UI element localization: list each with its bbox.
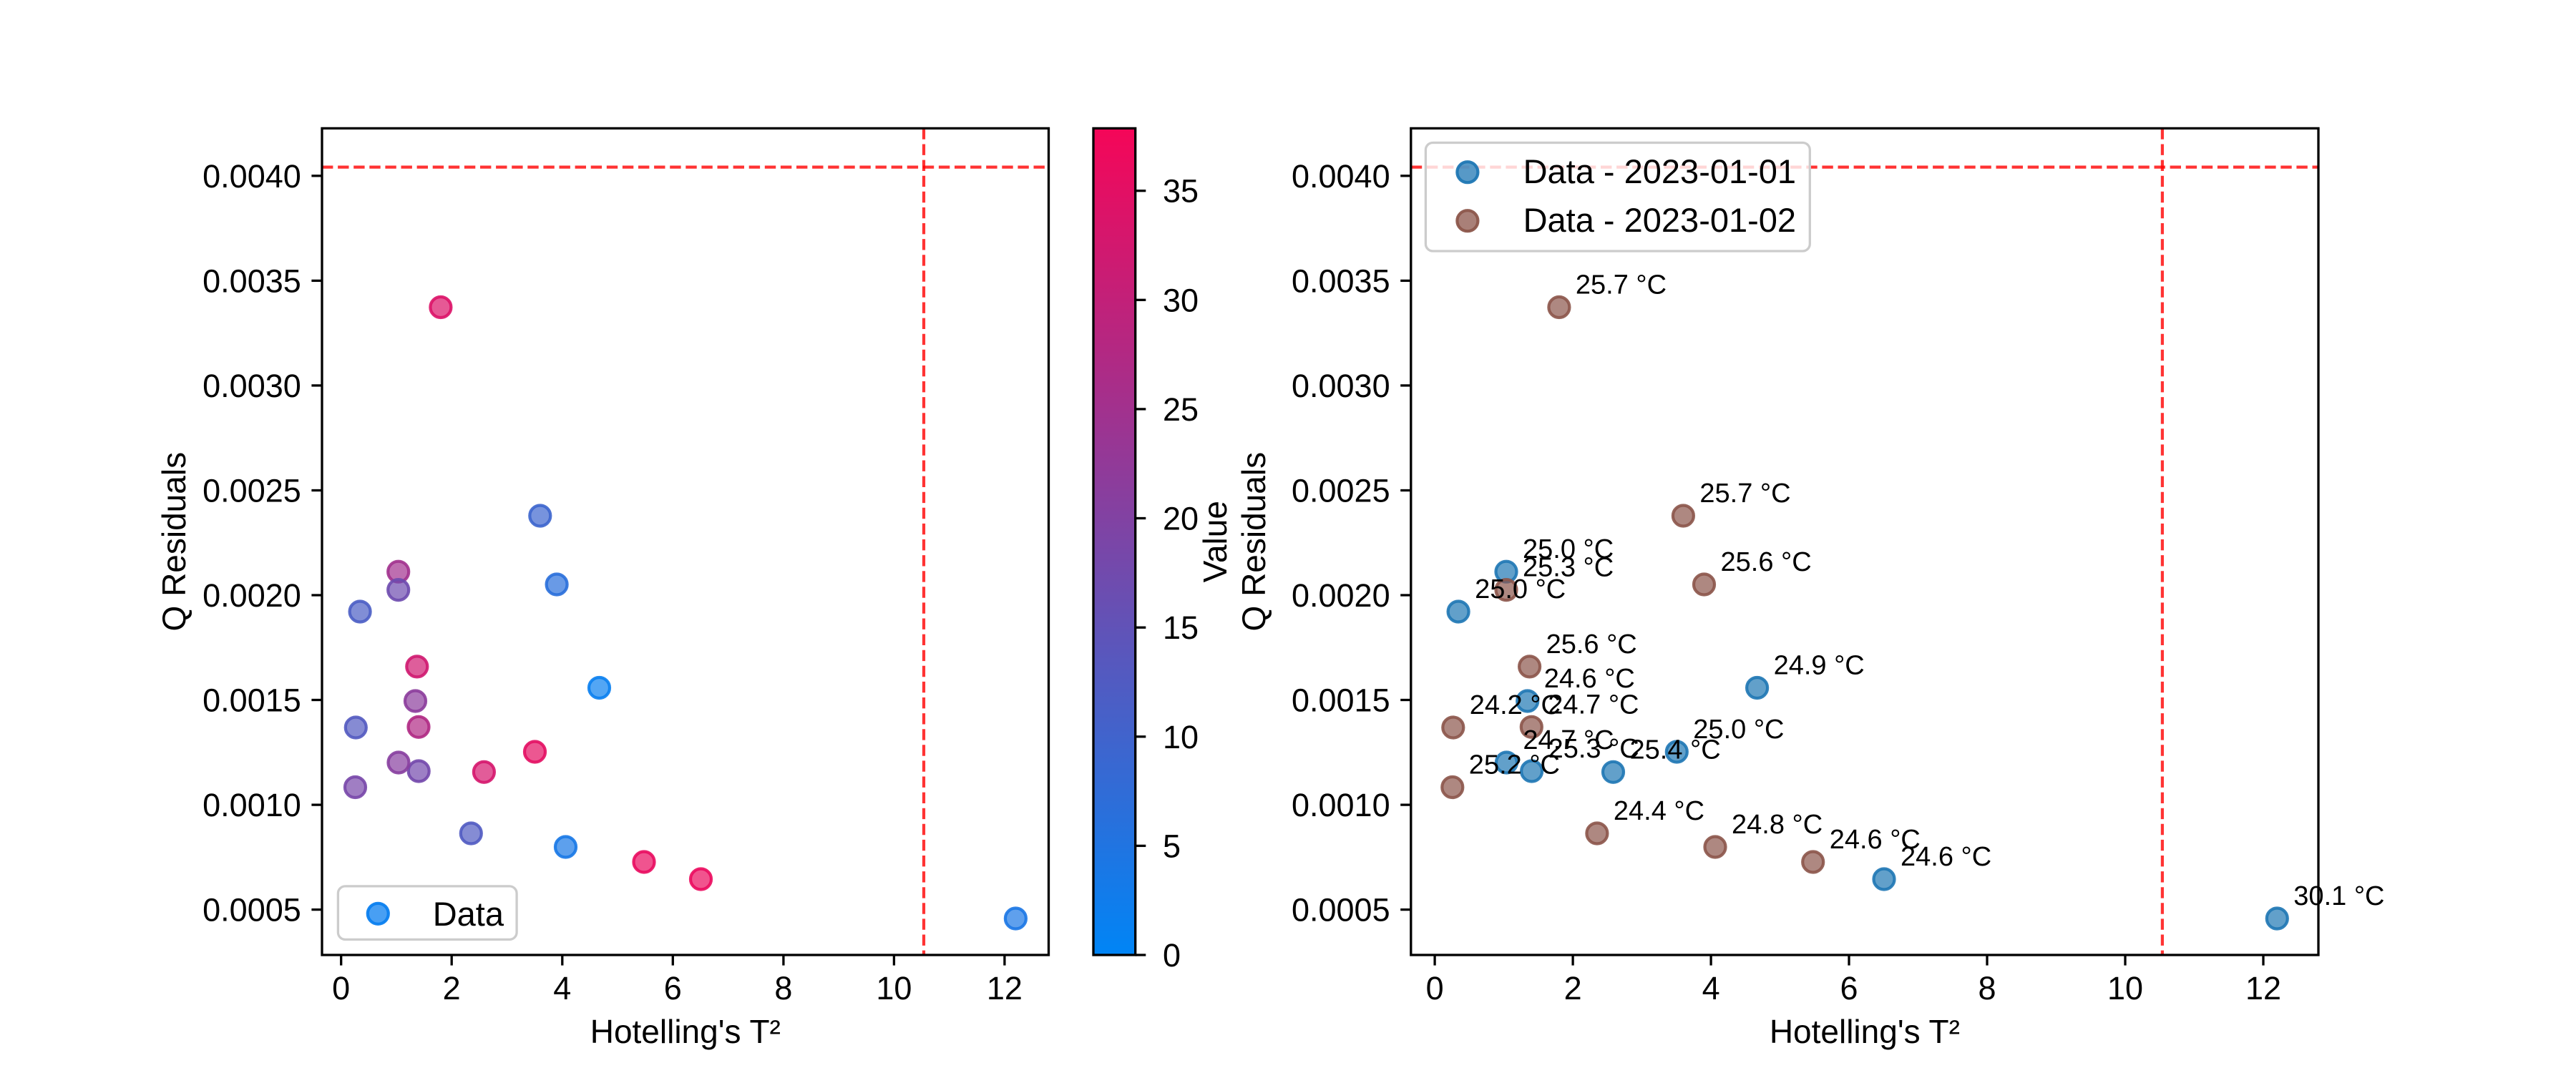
- svg-text:8: 8: [774, 970, 792, 1006]
- svg-text:24.2 °C: 24.2 °C: [1470, 690, 1561, 720]
- svg-text:24.7 °C: 24.7 °C: [1548, 690, 1639, 720]
- svg-text:24.6 °C: 24.6 °C: [1830, 825, 1921, 855]
- svg-text:25.3 °C: 25.3 °C: [1548, 734, 1639, 764]
- svg-text:0: 0: [1426, 970, 1444, 1006]
- svg-text:0: 0: [1163, 937, 1181, 974]
- svg-text:0: 0: [332, 970, 350, 1006]
- svg-text:2: 2: [443, 970, 461, 1006]
- svg-text:25.4 °C: 25.4 °C: [1630, 735, 1721, 765]
- svg-text:0.0020: 0.0020: [1292, 577, 1390, 614]
- svg-text:25.0 °C: 25.0 °C: [1523, 534, 1614, 564]
- svg-text:0.0020: 0.0020: [203, 577, 301, 614]
- svg-text:0.0040: 0.0040: [203, 158, 301, 195]
- svg-text:5: 5: [1163, 828, 1181, 864]
- svg-text:35: 35: [1163, 173, 1199, 210]
- svg-text:0.0040: 0.0040: [1292, 158, 1390, 195]
- svg-text:Q Residuals: Q Residuals: [1235, 452, 1272, 632]
- svg-text:30: 30: [1163, 282, 1199, 318]
- svg-text:Q Residuals: Q Residuals: [155, 452, 192, 632]
- svg-text:24.8 °C: 24.8 °C: [1732, 810, 1823, 840]
- svg-text:Data - 2023-01-01: Data - 2023-01-01: [1523, 152, 1796, 190]
- svg-text:24.9 °C: 24.9 °C: [1774, 651, 1865, 681]
- svg-text:0.0030: 0.0030: [1292, 368, 1390, 404]
- svg-text:30.1 °C: 30.1 °C: [2293, 881, 2384, 911]
- svg-text:25.2 °C: 25.2 °C: [1469, 750, 1560, 780]
- svg-text:25.6 °C: 25.6 °C: [1721, 547, 1812, 577]
- svg-text:2: 2: [1564, 970, 1582, 1006]
- svg-text:4: 4: [1702, 970, 1720, 1006]
- svg-text:0.0025: 0.0025: [1292, 473, 1390, 509]
- svg-text:25.0 °C: 25.0 °C: [1693, 715, 1784, 745]
- svg-text:10: 10: [1163, 719, 1199, 755]
- svg-text:25: 25: [1163, 391, 1199, 428]
- svg-text:0.0005: 0.0005: [203, 892, 301, 929]
- svg-text:15: 15: [1163, 609, 1199, 646]
- svg-text:0.0010: 0.0010: [203, 787, 301, 823]
- svg-text:12: 12: [2245, 970, 2281, 1006]
- svg-text:10: 10: [2107, 970, 2143, 1006]
- svg-text:24.7 °C: 24.7 °C: [1523, 725, 1614, 755]
- svg-text:25.0 °C: 25.0 °C: [1475, 574, 1566, 604]
- svg-text:25.3 °C: 25.3 °C: [1523, 553, 1614, 583]
- svg-text:24.4 °C: 24.4 °C: [1614, 796, 1704, 826]
- svg-text:25.7 °C: 25.7 °C: [1576, 270, 1667, 300]
- svg-text:0.0010: 0.0010: [1292, 787, 1390, 823]
- svg-text:6: 6: [1840, 970, 1858, 1006]
- svg-text:10: 10: [876, 970, 912, 1006]
- svg-text:0.0015: 0.0015: [1292, 682, 1390, 719]
- svg-text:8: 8: [1978, 970, 1996, 1006]
- svg-text:0.0015: 0.0015: [203, 682, 301, 719]
- svg-text:25.7 °C: 25.7 °C: [1699, 479, 1790, 509]
- svg-text:20: 20: [1163, 501, 1199, 537]
- svg-text:0.0030: 0.0030: [203, 368, 301, 404]
- svg-text:Data - 2023-01-02: Data - 2023-01-02: [1523, 201, 1796, 239]
- svg-text:25.6 °C: 25.6 °C: [1546, 629, 1637, 660]
- svg-text:Value: Value: [1196, 501, 1234, 582]
- svg-text:0.0035: 0.0035: [203, 263, 301, 299]
- svg-text:12: 12: [987, 970, 1023, 1006]
- svg-text:24.6 °C: 24.6 °C: [1544, 664, 1635, 694]
- svg-text:24.6 °C: 24.6 °C: [1901, 842, 1991, 872]
- svg-text:4: 4: [553, 970, 571, 1006]
- svg-text:6: 6: [664, 970, 682, 1006]
- svg-text:Data: Data: [433, 895, 504, 933]
- svg-text:Hotelling's T²: Hotelling's T²: [1770, 1013, 1960, 1050]
- svg-text:Hotelling's T²: Hotelling's T²: [590, 1013, 781, 1050]
- svg-text:0.0035: 0.0035: [1292, 263, 1390, 299]
- svg-text:0.0005: 0.0005: [1292, 892, 1390, 929]
- svg-text:0.0025: 0.0025: [203, 473, 301, 509]
